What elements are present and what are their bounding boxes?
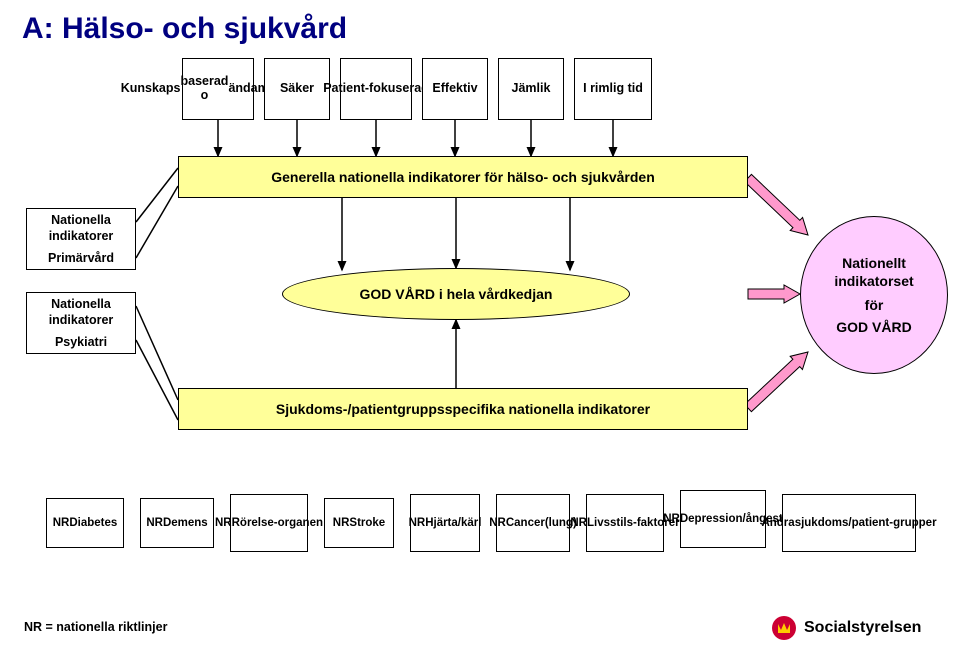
quality-dimension-box: I rimlig tid bbox=[574, 58, 652, 120]
footnote: NR = nationella riktlinjer bbox=[24, 620, 167, 634]
specific-indicators-label: Sjukdoms-/patientgruppsspecifika natione… bbox=[276, 401, 650, 417]
quality-dimension-box: Säker bbox=[264, 58, 330, 120]
indikatorset-line3: för bbox=[801, 296, 947, 314]
generic-indicators-bar: Generella nationella indikatorer för häl… bbox=[178, 156, 748, 198]
nr-guideline-box: NRCancer(lung) bbox=[496, 494, 570, 552]
indikatorset-ellipse: Nationellt indikatorset för GOD VÅRD bbox=[800, 216, 948, 374]
socialstyrelsen-logo: Socialstyrelsen bbox=[770, 614, 921, 642]
logo-text: Socialstyrelsen bbox=[804, 619, 921, 637]
god-vard-label: GOD VÅRD i hela vårdkedjan bbox=[360, 285, 553, 303]
page-title: A: Hälso- och sjukvård bbox=[22, 12, 347, 46]
quality-dimension-box: Jämlik bbox=[498, 58, 564, 120]
side-indicator-box: NationellaindikatorerPsykiatri bbox=[26, 292, 136, 354]
crown-icon bbox=[770, 614, 798, 642]
nr-guideline-box: NRHjärta/kärl bbox=[410, 494, 480, 552]
side-indicator-box: NationellaindikatorerPrimärvård bbox=[26, 208, 136, 270]
nr-guideline-box: NRLivsstils-faktorer bbox=[586, 494, 664, 552]
indikatorset-line1: Nationellt bbox=[801, 254, 947, 272]
quality-dimension-box: Patient-fokuserad bbox=[340, 58, 412, 120]
nr-guideline-box: Andrasjukdoms/patient-grupper bbox=[782, 494, 916, 552]
nr-guideline-box: NRDepression/ångest bbox=[680, 490, 766, 548]
indikatorset-line2: indikatorset bbox=[801, 272, 947, 290]
nr-guideline-box: NRStroke bbox=[324, 498, 394, 548]
indikatorset-line4: GOD VÅRD bbox=[801, 318, 947, 336]
god-vard-ellipse: GOD VÅRD i hela vårdkedjan bbox=[282, 268, 630, 320]
nr-guideline-box: NRRörelse-organen bbox=[230, 494, 308, 552]
generic-indicators-label: Generella nationella indikatorer för häl… bbox=[271, 169, 655, 185]
specific-indicators-bar: Sjukdoms-/patientgruppsspecifika natione… bbox=[178, 388, 748, 430]
nr-guideline-box: NRDemens bbox=[140, 498, 214, 548]
quality-dimension-box: Effektiv bbox=[422, 58, 488, 120]
quality-dimension-box: Kunskapsbaserad oändamåls-enlig bbox=[182, 58, 254, 120]
nr-guideline-box: NRDiabetes bbox=[46, 498, 124, 548]
